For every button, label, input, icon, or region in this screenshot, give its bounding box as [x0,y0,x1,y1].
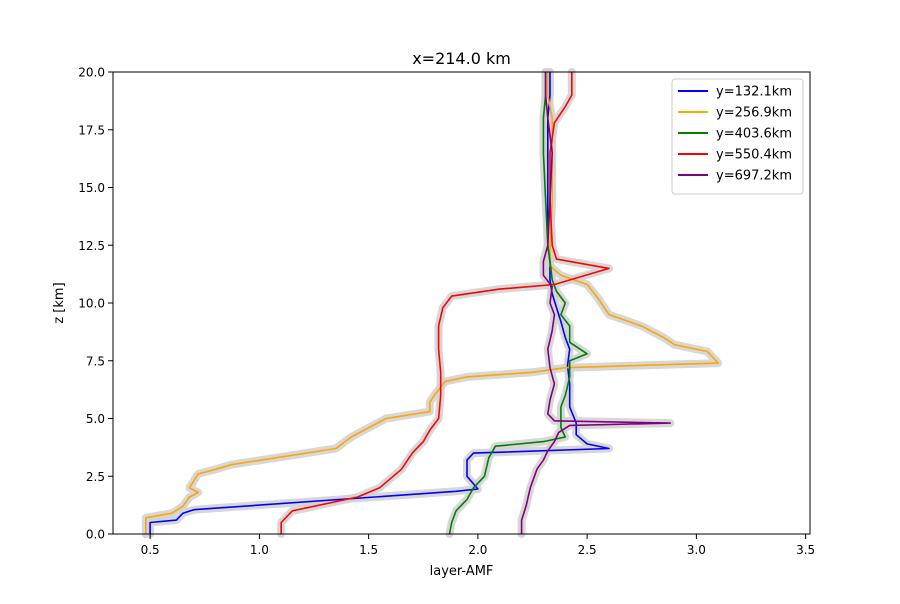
y-tick-label: 12.5 [78,239,105,253]
x-tick-label: 1.0 [250,543,269,557]
x-axis-ticks: 0.5 1.0 1.5 2.0 2.5 3.0 3.5 [141,534,815,557]
y-axis-ticks: 0.0 2.5 5.0 7.5 10.0 12.5 15.0 17.5 20.0 [78,66,113,542]
legend-entry: y=550.4km [716,148,792,163]
y-tick-label: 5.0 [86,412,105,426]
legend-entry: y=697.2km [716,169,792,184]
series-line-y-697-2km [520,72,672,534]
series-line-y-403-6km [448,72,588,535]
x-axis-label: layer-AMF [430,564,494,579]
y-axis-label: z [km] [52,282,67,323]
series-lines [145,72,720,535]
y-tick-label: 10.0 [78,297,105,311]
legend-entry: y=256.9km [716,106,792,121]
x-tick-label: 3.0 [687,543,706,557]
legend-box [671,78,804,195]
legend-entry: y=403.6km [716,127,792,142]
legend: y=132.1km y=256.9km y=403.6km y=550.4km y=69… [671,78,804,195]
y-tick-label: 2.5 [86,470,105,484]
y-tick-label: 20.0 [78,66,105,80]
y-tick-label: 15.0 [78,181,105,195]
x-tick-label: 3.5 [796,543,815,557]
y-tick-label: 7.5 [86,354,105,368]
y-tick-label: 17.5 [78,123,105,137]
x-tick-label: 2.0 [468,543,487,557]
y-tick-label: 0.0 [86,528,105,542]
series-line-y-550-4km [280,72,610,534]
chart-title: x=214.0 km [412,49,511,68]
x-tick-label: 2.5 [578,543,597,557]
x-tick-label: 0.5 [141,543,160,557]
legend-entry: y=132.1km [716,85,792,100]
x-tick-label: 1.5 [359,543,378,557]
